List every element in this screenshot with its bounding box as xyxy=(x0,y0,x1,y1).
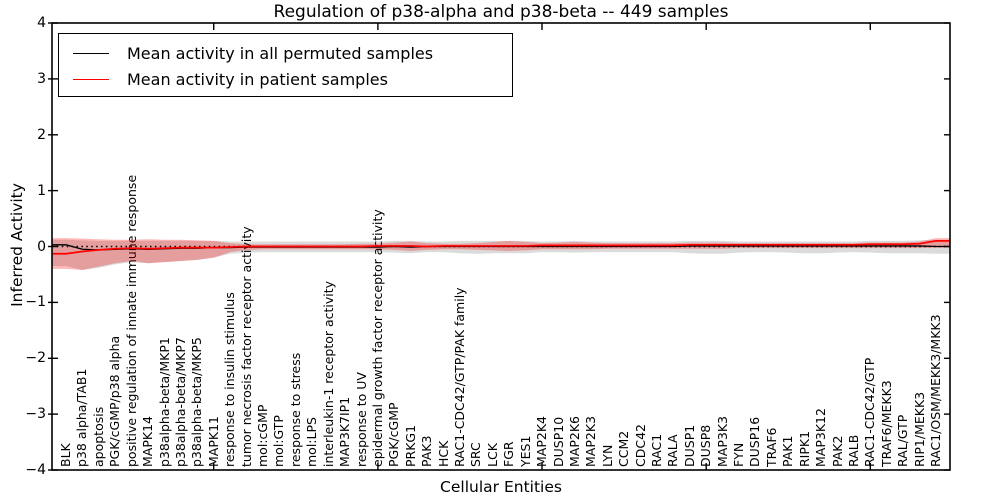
y-tick-label: 3 xyxy=(37,70,46,87)
legend-item-label: Mean activity in patient samples xyxy=(127,69,388,89)
y-tick-label: −1 xyxy=(25,294,46,311)
y-tick-label: 4 xyxy=(37,15,46,31)
legend-item: Mean activity in all permuted samples xyxy=(73,40,512,66)
legend-line-red-icon xyxy=(73,78,109,80)
y-tick-label: 2 xyxy=(37,126,46,143)
y-tick-label: 1 xyxy=(37,182,46,199)
legend-item: Mean activity in patient samples xyxy=(73,66,512,92)
y-tick-label: 0 xyxy=(37,238,46,255)
x-axis-title: Cellular Entities xyxy=(440,478,562,496)
legend: Mean activity in all permuted samples Me… xyxy=(58,33,513,97)
legend-line-black-icon xyxy=(73,52,109,54)
y-tick-label: −3 xyxy=(25,406,46,423)
y-tick-label: −2 xyxy=(25,350,46,367)
chart-title: Regulation of p38-alpha and p38-beta -- … xyxy=(273,2,729,22)
legend-item-label: Mean activity in all permuted samples xyxy=(127,43,434,63)
patient-mean-line xyxy=(52,240,950,255)
y-tick-label: −4 xyxy=(25,462,46,478)
